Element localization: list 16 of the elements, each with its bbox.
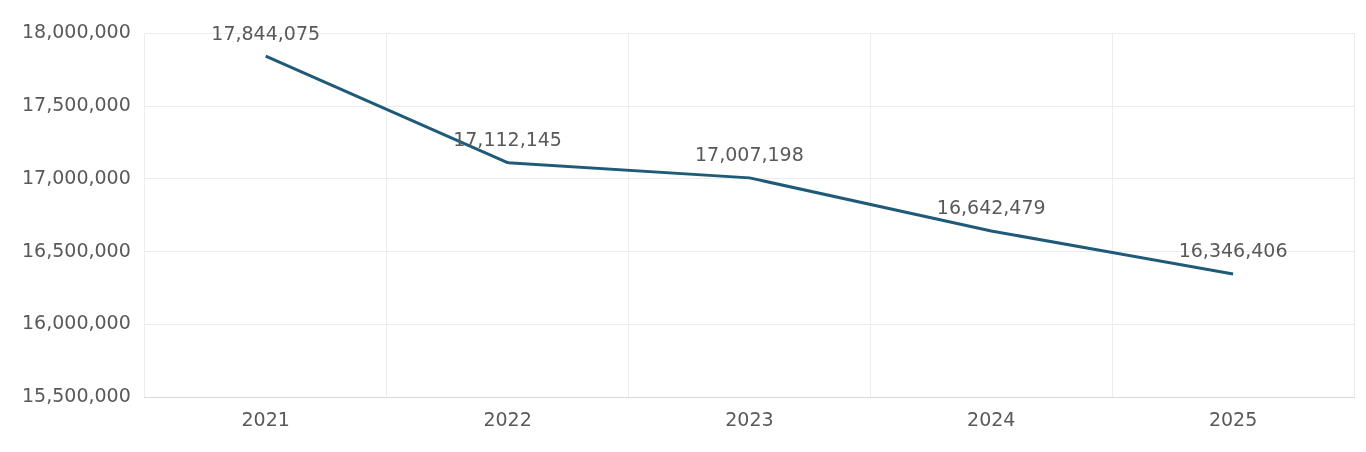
y-tick-label: 18,000,000 xyxy=(21,20,131,43)
x-tick-label: 2025 xyxy=(1208,407,1258,430)
x-tick-label: 2024 xyxy=(967,407,1016,430)
data-label: 17,007,198 xyxy=(694,143,804,166)
y-tick-label: 16,500,000 xyxy=(21,238,131,261)
y-tick-label: 15,500,000 xyxy=(21,384,131,407)
y-tick-label: 17,000,000 xyxy=(21,165,131,188)
y-tick-label: 16,000,000 xyxy=(21,311,131,334)
y-tick-label: 17,500,000 xyxy=(21,93,131,116)
x-tick-label: 2023 xyxy=(725,407,774,430)
data-label: 16,642,479 xyxy=(936,196,1046,219)
x-tick-label: 2021 xyxy=(241,407,290,430)
x-tick-label: 2022 xyxy=(483,407,532,430)
data-label: 16,346,406 xyxy=(1178,239,1288,262)
data-label: 17,844,075 xyxy=(211,21,321,44)
data-label: 17,112,145 xyxy=(453,128,562,151)
